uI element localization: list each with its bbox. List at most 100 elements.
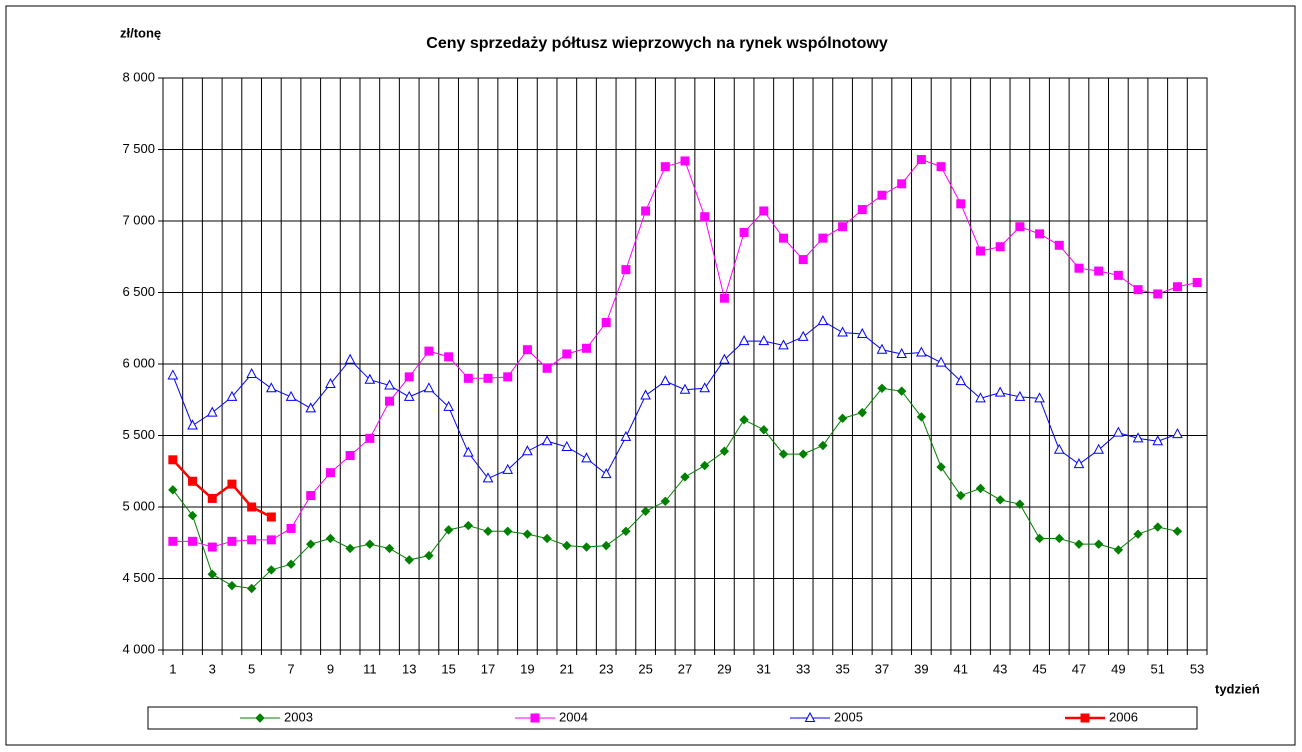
data-point [1054, 240, 1064, 250]
data-point [168, 536, 178, 546]
data-point [660, 496, 671, 506]
data-point [1034, 392, 1045, 403]
data-point [1152, 435, 1164, 446]
data-point [325, 377, 336, 389]
data-point [207, 569, 217, 579]
data-point [227, 580, 237, 591]
x-tick-label: 43 [993, 661, 1007, 676]
data-point [345, 451, 355, 461]
y-tick-label: 7 000 [122, 212, 155, 227]
x-tick-label: 33 [796, 661, 810, 676]
data-point [640, 506, 651, 516]
data-point [344, 353, 356, 364]
data-point [719, 446, 730, 456]
data-point [168, 455, 178, 465]
data-point [503, 372, 513, 382]
data-point [562, 540, 572, 551]
data-point [975, 392, 986, 403]
data-point [699, 382, 711, 393]
legend-marker [255, 713, 265, 723]
data-point [778, 449, 789, 459]
data-point [1132, 432, 1144, 443]
data-point [1014, 390, 1026, 401]
legend-box [147, 706, 1198, 730]
y-tick-label: 5 000 [122, 498, 155, 513]
data-point [798, 255, 808, 265]
data-point [916, 412, 927, 422]
data-point [758, 335, 770, 346]
data-point [699, 460, 710, 471]
data-point [659, 375, 671, 386]
data-point [187, 419, 198, 430]
data-point [1074, 539, 1084, 549]
data-point [561, 440, 573, 451]
x-tick-label: 21 [560, 661, 574, 676]
data-point [1133, 529, 1143, 539]
data-point [1192, 277, 1202, 287]
data-point [542, 363, 552, 373]
data-point [1074, 263, 1084, 273]
data-point [246, 583, 257, 594]
data-point [759, 206, 769, 216]
data-point [916, 346, 927, 357]
data-point [503, 526, 513, 537]
data-point [857, 407, 867, 418]
x-tick-label: 45 [1032, 661, 1046, 676]
data-point [522, 445, 533, 456]
data-point [1093, 539, 1104, 549]
data-point [818, 440, 828, 451]
y-tick-label: 6 000 [122, 355, 155, 370]
data-point [443, 400, 454, 411]
data-point [1093, 443, 1104, 454]
data-point [325, 468, 335, 478]
data-point [877, 383, 887, 394]
data-point [463, 373, 473, 383]
data-point [877, 190, 887, 200]
data-point [581, 452, 592, 463]
y-tick-label: 6 500 [122, 284, 155, 299]
data-point [188, 536, 198, 546]
data-point [739, 415, 749, 425]
data-point [423, 382, 435, 393]
data-point [286, 523, 296, 533]
data-point [187, 510, 198, 521]
data-point [266, 512, 276, 522]
x-tick-label: 11 [363, 661, 377, 676]
data-point [385, 396, 395, 406]
data-point [246, 367, 257, 379]
data-point [896, 347, 908, 358]
data-point [1053, 443, 1065, 454]
data-point [325, 533, 336, 544]
data-point [1034, 533, 1045, 544]
legend-marker [1080, 713, 1090, 723]
data-point [462, 446, 474, 457]
data-point [207, 493, 217, 503]
data-point [857, 205, 867, 215]
x-tick-label: 39 [914, 661, 928, 676]
x-tick-label: 53 [1190, 661, 1204, 676]
data-point [739, 227, 749, 237]
x-tick-label: 31 [757, 661, 771, 676]
data-point [266, 382, 277, 393]
x-tick-label: 47 [1072, 661, 1086, 676]
y-tick-label: 4 500 [122, 570, 155, 585]
data-point [1113, 270, 1123, 280]
data-point [247, 535, 257, 545]
data-point [305, 402, 317, 413]
data-point [285, 390, 297, 401]
x-tick-label: 23 [599, 661, 613, 676]
y-tick-label: 4 000 [122, 641, 155, 656]
x-tick-label: 25 [638, 661, 652, 676]
data-point [424, 346, 434, 356]
x-tick-label: 7 [287, 661, 294, 676]
x-tick-label: 17 [481, 661, 495, 676]
data-point [522, 345, 532, 355]
chart-title: Ceny sprzedaży półtusz wieprzowych na ry… [426, 35, 888, 52]
data-point [975, 483, 986, 494]
data-point [1153, 289, 1163, 299]
data-point [266, 535, 276, 545]
x-tick-label: 15 [441, 661, 455, 676]
data-point [778, 339, 789, 350]
data-point [896, 386, 907, 396]
x-tick-label: 5 [248, 661, 255, 676]
